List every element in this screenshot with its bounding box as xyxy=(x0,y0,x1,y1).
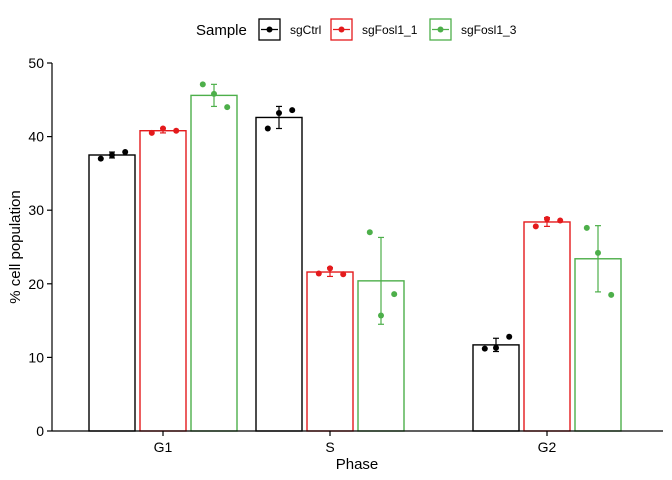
legend-label-sgFosl1_3: sgFosl1_3 xyxy=(461,23,517,37)
y-ticks: 0 10 20 30 40 50 xyxy=(28,55,52,439)
data-point xyxy=(315,270,322,277)
data-point xyxy=(493,344,499,351)
data-point xyxy=(289,107,296,114)
data-point xyxy=(224,104,231,111)
data-point xyxy=(199,81,206,88)
legend-title: Sample xyxy=(196,22,247,39)
data-point xyxy=(109,152,115,158)
legend-key-point xyxy=(266,26,273,33)
data-point xyxy=(608,291,615,298)
legend-items: sgCtrl sgFosl1_1 sgFosl1_3 xyxy=(258,18,517,41)
data-point xyxy=(557,217,564,224)
data-point xyxy=(378,312,384,319)
bar-sgFosl1_1-G2 xyxy=(523,221,571,432)
plot-area xyxy=(88,81,622,432)
legend-key-point xyxy=(338,26,345,33)
data-point xyxy=(276,110,282,117)
data-points xyxy=(97,81,615,352)
data-point xyxy=(264,125,271,132)
data-point xyxy=(148,129,155,136)
x-ticks: G1 S G2 xyxy=(154,431,557,455)
x-tick-label: S xyxy=(325,439,334,455)
y-tick-label: 50 xyxy=(28,55,44,71)
data-point xyxy=(506,333,513,340)
y-tick-label: 30 xyxy=(28,202,44,218)
data-point xyxy=(366,229,373,236)
data-point xyxy=(532,223,539,230)
bar-sgCtrl-G2 xyxy=(472,344,520,432)
data-point xyxy=(340,271,347,278)
x-axis-title: Phase xyxy=(336,456,379,473)
x-tick-label: G1 xyxy=(154,439,173,455)
data-point xyxy=(211,90,217,97)
y-tick-label: 0 xyxy=(36,423,44,439)
bar-sgFosl1_1-G1 xyxy=(139,130,187,432)
legend-label-sgFosl1_1: sgFosl1_1 xyxy=(362,23,418,37)
legend-key-point xyxy=(437,26,444,33)
data-point xyxy=(595,249,601,256)
bar-sgCtrl-G1 xyxy=(88,154,136,432)
y-tick-label: 40 xyxy=(28,129,44,145)
bars xyxy=(88,94,622,432)
bar-sgFosl1_3-G1 xyxy=(190,94,238,432)
data-point xyxy=(391,291,398,298)
x-tick-label: G2 xyxy=(538,439,557,455)
data-point xyxy=(583,224,590,231)
legend: Sample sgCtrl sgFosl1_1 sgFosl1_3 xyxy=(196,18,517,41)
data-point xyxy=(481,345,488,352)
data-point xyxy=(122,149,129,156)
data-point xyxy=(173,127,180,134)
y-axis-title: % cell population xyxy=(7,190,24,303)
bar-sgCtrl-S xyxy=(255,116,303,432)
y-tick-label: 10 xyxy=(28,349,44,365)
data-point xyxy=(544,216,550,223)
data-point xyxy=(327,265,333,272)
axes: 0 10 20 30 40 50 G1 S G2 Phase % cell populatio… xyxy=(7,55,663,473)
data-point xyxy=(160,125,166,132)
bar-sgFosl1_1-S xyxy=(306,271,354,432)
data-point xyxy=(97,155,104,162)
legend-label-sgCtrl: sgCtrl xyxy=(290,23,321,37)
y-tick-label: 20 xyxy=(28,276,44,292)
